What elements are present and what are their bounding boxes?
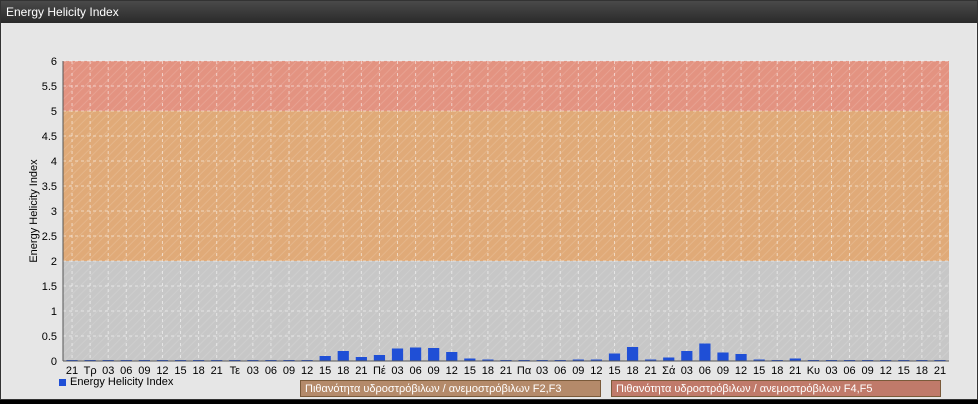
x-tick-label: 06 <box>120 365 132 377</box>
x-tick-label: 06 <box>843 365 855 377</box>
x-tick-label: 09 <box>428 365 440 377</box>
x-tick-label: 15 <box>753 365 765 377</box>
bar <box>446 352 458 361</box>
x-tick-label: 03 <box>825 365 837 377</box>
x-tick-label: 18 <box>771 365 783 377</box>
legend-label: Energy Helicity Index <box>70 376 174 388</box>
x-tick-label: 18 <box>916 365 928 377</box>
y-tick-label: 6 <box>51 56 57 68</box>
x-tick-label: 12 <box>446 365 458 377</box>
x-tick-label: 09 <box>572 365 584 377</box>
x-tick-label: Σά <box>662 365 676 377</box>
window-title: Energy Helicity Index <box>1 1 977 23</box>
chart-legend: Energy Helicity Index <box>59 376 173 388</box>
bar <box>735 354 747 361</box>
y-tick-label: 4 <box>51 156 57 168</box>
bar <box>590 359 603 361</box>
y-tick-label: 4.5 <box>42 131 57 143</box>
x-tick-label: 06 <box>554 365 566 377</box>
x-tick-label: Πέ <box>373 365 386 377</box>
y-tick-label: 0 <box>51 356 57 368</box>
y-tick-label: 2.5 <box>42 231 57 243</box>
x-tick-label: 03 <box>681 365 693 377</box>
x-tick-label: 18 <box>482 365 494 377</box>
bar <box>681 351 693 361</box>
bar <box>373 355 386 361</box>
x-tick-label: 12 <box>301 365 313 377</box>
bar <box>717 352 729 361</box>
chart-panel: 0 0.5 1 1.5 2 2.5 3 3.5 4 4.5 5 5.5 6 21 Τρ 03 06 09 12 15 1… <box>3 23 975 399</box>
x-tick-label: 18 <box>192 365 204 377</box>
bar <box>699 343 711 361</box>
x-tick-label: 18 <box>626 365 638 377</box>
x-tick-label: 21 <box>645 365 657 377</box>
bar <box>572 359 584 361</box>
y-tick-label: 1.5 <box>42 281 57 293</box>
y-tick-label: 2 <box>51 256 57 268</box>
x-tick-label: Κυ <box>807 365 820 377</box>
bar <box>428 348 440 361</box>
x-tick-label: 15 <box>319 365 331 377</box>
x-tick-label: 03 <box>391 365 403 377</box>
bar <box>789 358 801 361</box>
x-tick-label: 21 <box>66 365 78 377</box>
bar <box>337 351 349 361</box>
x-tick-label: 15 <box>898 365 910 377</box>
x-tick-label: 03 <box>102 365 114 377</box>
x-tick-label: 09 <box>283 365 295 377</box>
y-tick-label: 3 <box>51 206 57 218</box>
y-axis-label: Energy Helicity Index <box>28 159 40 263</box>
ehi-chart: 0 0.5 1 1.5 2 2.5 3 3.5 4 4.5 5 5.5 6 21 Τρ 03 06 09 12 15 1… <box>28 56 949 377</box>
x-tick-label: 06 <box>409 365 421 377</box>
bar <box>608 353 621 361</box>
x-tick-label: 15 <box>464 365 476 377</box>
x-tick-label: 09 <box>138 365 150 377</box>
x-tick-label: 03 <box>536 365 548 377</box>
x-tick-label: 21 <box>211 365 223 377</box>
y-tick-label: 5 <box>51 106 57 118</box>
bar <box>482 359 494 361</box>
band-label-f2f3: Πιθανότητα υδροστρόβιλων / ανεμοστρόβιλω… <box>300 380 601 397</box>
y-tick-label: 3.5 <box>42 181 57 193</box>
bar <box>464 358 476 361</box>
x-tick-label: Τε <box>230 365 241 377</box>
bar <box>391 348 404 361</box>
x-tick-label: 06 <box>699 365 711 377</box>
x-tick-label: 06 <box>265 365 277 377</box>
x-tick-label: 21 <box>934 365 946 377</box>
x-tick-label: 12 <box>590 365 602 377</box>
x-tick-label: 18 <box>337 365 349 377</box>
legend-swatch <box>59 378 66 386</box>
x-tick-label: 09 <box>862 365 874 377</box>
y-tick-label: 1 <box>51 306 57 318</box>
y-tick-label: 5.5 <box>42 81 57 93</box>
x-tick-label: 21 <box>355 365 367 377</box>
x-tick-label: 15 <box>608 365 620 377</box>
x-tick-label: 12 <box>880 365 892 377</box>
x-tick-label: 12 <box>156 365 168 377</box>
x-tick-label: 09 <box>717 365 729 377</box>
y-tick-label: 0.5 <box>42 331 57 343</box>
bar <box>319 356 331 361</box>
bar <box>409 347 422 361</box>
bar <box>663 357 675 361</box>
bar <box>645 359 657 361</box>
bar <box>753 359 765 361</box>
bar <box>626 347 639 361</box>
x-tick-label: Τρ <box>84 365 97 377</box>
x-tick-label: 12 <box>735 365 747 377</box>
band-label-f4f5: Πιθανότητα υδροστρόβιλων / ανεμοστρόβιλω… <box>611 380 941 397</box>
bar <box>355 357 367 361</box>
x-tick-label: 21 <box>500 365 512 377</box>
x-tick-label: 15 <box>174 365 186 377</box>
x-tick-label: 03 <box>247 365 259 377</box>
x-tick-label: Πα <box>517 365 532 377</box>
x-tick-label: 21 <box>789 365 801 377</box>
